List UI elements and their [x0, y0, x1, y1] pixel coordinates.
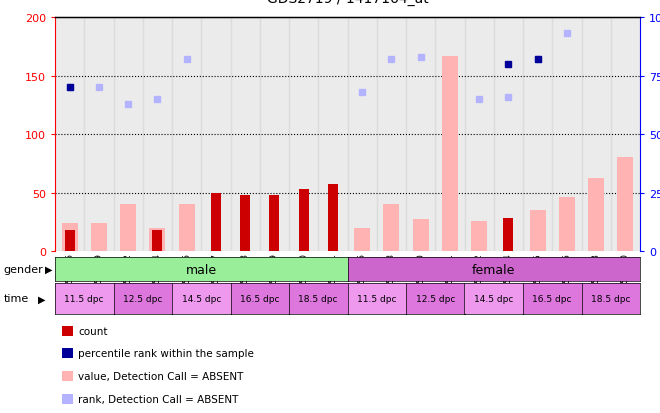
- Text: ▶: ▶: [38, 294, 46, 304]
- Bar: [230, 18, 260, 252]
- Bar: [610, 18, 640, 252]
- Bar: [120, 205, 136, 252]
- Bar: [318, 18, 348, 252]
- Text: 11.5 dpc: 11.5 dpc: [357, 294, 397, 303]
- Text: 14.5 dpc: 14.5 dpc: [182, 294, 221, 303]
- Text: 16.5 dpc: 16.5 dpc: [533, 294, 572, 303]
- Bar: [442, 57, 458, 252]
- Bar: [172, 18, 201, 252]
- Bar: [581, 18, 611, 252]
- Bar: [529, 211, 546, 252]
- Text: rank, Detection Call = ABSENT: rank, Detection Call = ABSENT: [78, 394, 238, 404]
- Bar: [494, 18, 523, 252]
- Bar: [523, 18, 552, 252]
- Text: ▶: ▶: [45, 264, 52, 274]
- Bar: [348, 18, 377, 252]
- Bar: [61, 223, 78, 252]
- Text: male: male: [185, 263, 217, 276]
- Bar: [377, 18, 406, 252]
- Bar: [471, 221, 487, 252]
- Bar: [65, 230, 75, 252]
- Bar: [617, 158, 634, 252]
- Text: GDS2719 / 1417164_at: GDS2719 / 1417164_at: [267, 0, 428, 5]
- Text: 18.5 dpc: 18.5 dpc: [298, 294, 338, 303]
- Bar: [269, 195, 279, 252]
- Bar: [84, 18, 114, 252]
- Text: percentile rank within the sample: percentile rank within the sample: [78, 349, 254, 358]
- Text: 11.5 dpc: 11.5 dpc: [65, 294, 104, 303]
- Text: 16.5 dpc: 16.5 dpc: [240, 294, 279, 303]
- Bar: [152, 230, 162, 252]
- Bar: [588, 179, 604, 252]
- Bar: [211, 193, 221, 252]
- Text: female: female: [472, 263, 515, 276]
- Bar: [240, 195, 250, 252]
- Bar: [406, 18, 435, 252]
- Bar: [149, 228, 166, 252]
- Bar: [289, 18, 318, 252]
- Text: 12.5 dpc: 12.5 dpc: [416, 294, 455, 303]
- Bar: [55, 18, 84, 252]
- Text: 14.5 dpc: 14.5 dpc: [474, 294, 513, 303]
- Bar: [559, 198, 575, 252]
- Bar: [504, 219, 513, 252]
- Bar: [328, 185, 338, 252]
- Bar: [179, 205, 195, 252]
- Bar: [114, 18, 143, 252]
- Bar: [383, 205, 399, 252]
- Text: count: count: [78, 326, 108, 336]
- Text: 18.5 dpc: 18.5 dpc: [591, 294, 630, 303]
- Text: time: time: [3, 294, 28, 304]
- Bar: [412, 220, 428, 252]
- Bar: [552, 18, 581, 252]
- Bar: [298, 190, 309, 252]
- Bar: [91, 223, 107, 252]
- Bar: [354, 228, 370, 252]
- Text: gender: gender: [3, 264, 43, 274]
- Text: value, Detection Call = ABSENT: value, Detection Call = ABSENT: [78, 371, 244, 381]
- Bar: [465, 18, 494, 252]
- Bar: [260, 18, 289, 252]
- Bar: [143, 18, 172, 252]
- Text: 12.5 dpc: 12.5 dpc: [123, 294, 162, 303]
- Bar: [201, 18, 230, 252]
- Bar: [435, 18, 465, 252]
